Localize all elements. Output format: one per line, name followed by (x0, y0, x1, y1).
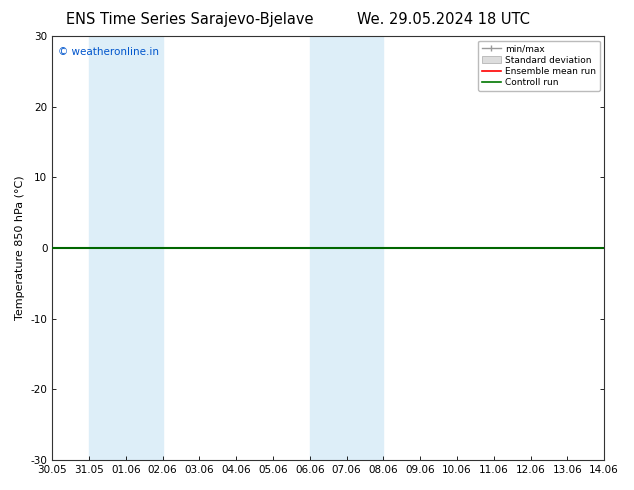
Text: ENS Time Series Sarajevo-Bjelave: ENS Time Series Sarajevo-Bjelave (67, 12, 314, 27)
Text: © weatheronline.in: © weatheronline.in (58, 47, 158, 57)
Legend: min/max, Standard deviation, Ensemble mean run, Controll run: min/max, Standard deviation, Ensemble me… (478, 41, 600, 91)
Y-axis label: Temperature 850 hPa (°C): Temperature 850 hPa (°C) (15, 176, 25, 320)
Bar (310, 36, 384, 460)
Bar (89, 36, 163, 460)
Text: We. 29.05.2024 18 UTC: We. 29.05.2024 18 UTC (358, 12, 530, 27)
